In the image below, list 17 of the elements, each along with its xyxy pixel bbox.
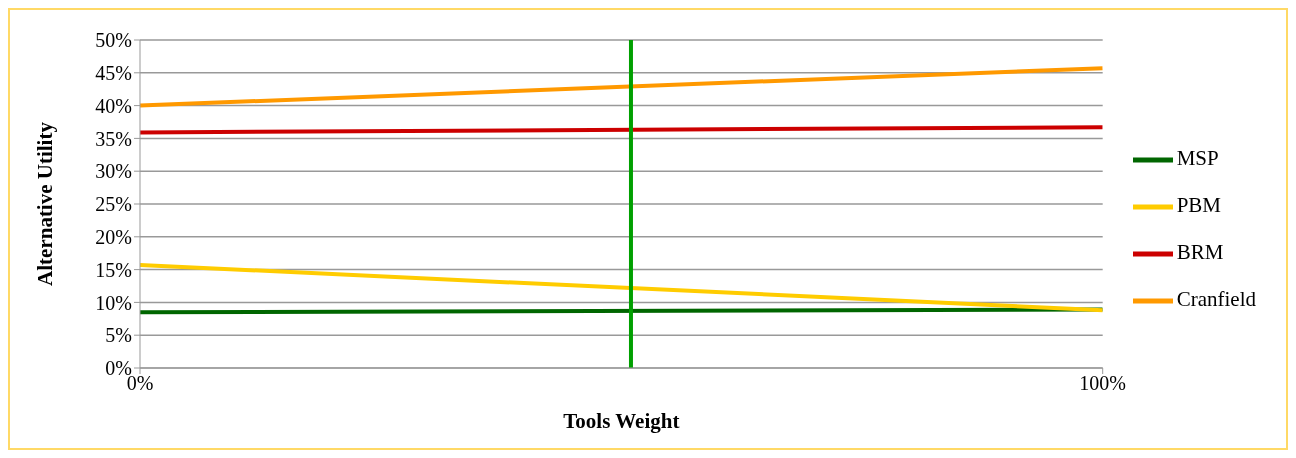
y-tick-label: 20% [95,225,132,248]
y-tick-label: 10% [95,291,132,314]
legend-label: PBM [1176,193,1222,217]
legend-label: MSP [1176,146,1219,170]
y-tick-label: 35% [95,127,132,150]
y-tick-label: 50% [95,29,132,52]
y-tick-label: 5% [105,324,132,347]
y-tick-label: 30% [95,160,132,183]
legend-label: BRM [1176,240,1224,264]
y-tick-label: 40% [95,94,132,117]
legend-label: Cranfield [1176,287,1256,311]
y-tick-label: 15% [95,258,132,281]
x-axis-title: Tools Weight [563,409,680,433]
y-axis-title: Alternative Utility [33,121,58,286]
x-tick-label: 100% [1079,372,1127,395]
y-tick-label: 45% [95,61,132,84]
y-tick-label: 25% [95,193,132,216]
